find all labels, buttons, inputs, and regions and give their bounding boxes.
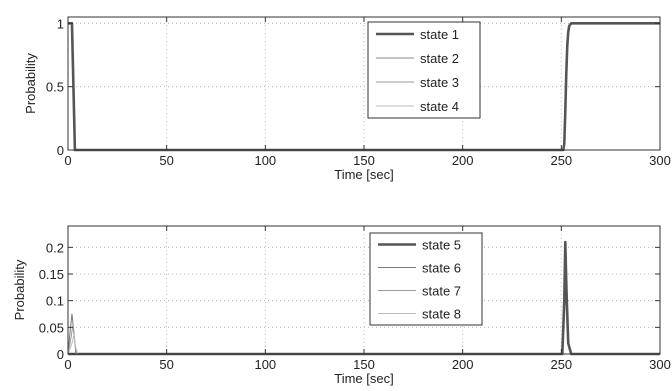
- y-tick-label: 0.15: [39, 267, 64, 282]
- x-tick-label: 200: [452, 153, 474, 168]
- legend-label-state-3: state 3: [420, 75, 459, 90]
- x-tick-label: 100: [254, 153, 276, 168]
- x-tick-label: 300: [649, 357, 671, 372]
- x-tick-label: 250: [550, 153, 572, 168]
- legend-label-state-4: state 4: [420, 99, 459, 114]
- legend-label-state-1: state 1: [420, 27, 459, 42]
- y-tick-label: 0.2: [46, 240, 64, 255]
- x-tick-label: 200: [452, 357, 474, 372]
- x-tick-label: 250: [550, 357, 572, 372]
- legend-label-state-6: state 6: [422, 261, 461, 276]
- x-tick-label: 150: [353, 153, 375, 168]
- x-tick-label: 300: [649, 153, 671, 168]
- legend: state 1 state 2 state 3 state 4: [367, 21, 481, 119]
- legend-label-state-2: state 2: [420, 51, 459, 66]
- y-tick-label: 1: [57, 16, 64, 31]
- chart-panel-1: 0 50 100 150 200 250 300 0 0.5 1 Time [sec] Probabi…: [23, 16, 671, 182]
- plot-area: [68, 17, 660, 150]
- series-line-state-5: [68, 240, 660, 356]
- legend-box: [367, 21, 481, 119]
- y-tick-label: 0: [57, 347, 64, 362]
- legend-label-state-7: state 7: [422, 284, 461, 299]
- y-tick-label: 0: [57, 143, 64, 158]
- x-tick-label: 150: [353, 357, 375, 372]
- legend: state 5 state 6 state 7 state 8: [369, 232, 483, 326]
- x-tick-label: 0: [64, 153, 71, 168]
- x-tick-label: 50: [159, 357, 173, 372]
- legend-box: [369, 232, 483, 326]
- legend-label-state-8: state 8: [422, 307, 461, 322]
- legend-label-state-5: state 5: [422, 238, 461, 253]
- x-tick-label: 50: [159, 153, 173, 168]
- x-axis-label: Time [sec]: [334, 167, 393, 182]
- y-tick-label: 0.05: [39, 320, 64, 335]
- y-tick-label: 0.5: [46, 80, 64, 95]
- x-tick-label: 0: [64, 357, 71, 372]
- y-axis-label: Probability: [12, 259, 27, 320]
- y-tick-label: 0.1: [46, 294, 64, 309]
- x-axis-label: Time [sec]: [334, 371, 393, 386]
- chart-panel-2: 0 50 100 150 200 250 300 0 0.05 0.1 0.15 0.2 Time [s…: [12, 225, 671, 386]
- series-line-state-1: [68, 22, 660, 152]
- x-tick-label: 100: [254, 357, 276, 372]
- y-axis-label: Probability: [23, 53, 38, 114]
